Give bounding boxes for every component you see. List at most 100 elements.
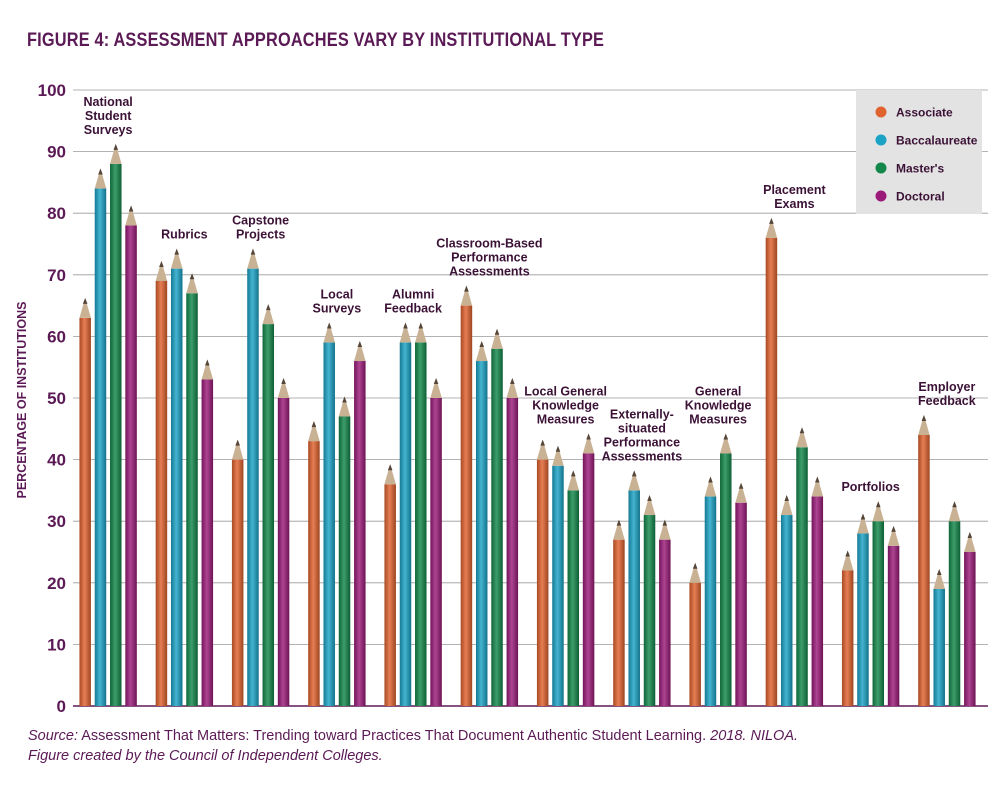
y-tick-label: 60 bbox=[47, 327, 66, 346]
category-label: Feedback bbox=[918, 394, 976, 408]
pencil-tip bbox=[567, 470, 580, 491]
pencil-body bbox=[796, 447, 808, 706]
pencil-body bbox=[857, 533, 869, 706]
pencil-lead bbox=[647, 495, 652, 502]
bars bbox=[79, 143, 976, 707]
bar bbox=[110, 143, 122, 707]
pencil-tip bbox=[948, 501, 961, 522]
pencil-lead bbox=[784, 495, 790, 502]
pencil-tip bbox=[277, 378, 290, 398]
category-label: Surveys bbox=[84, 123, 133, 137]
pencil-tip bbox=[338, 396, 351, 417]
category-label: General bbox=[695, 384, 742, 398]
category-label: Student bbox=[85, 109, 132, 123]
bar bbox=[125, 205, 137, 706]
pencil-tip bbox=[354, 341, 366, 362]
pencil-lead bbox=[113, 143, 119, 150]
legend: Associate Baccalaureate Master's Doctoral bbox=[856, 90, 982, 214]
pencil-lead bbox=[479, 341, 485, 348]
bar bbox=[430, 378, 442, 706]
category-label: Projects bbox=[236, 228, 285, 242]
pencil-body bbox=[948, 521, 961, 706]
pencil-body bbox=[841, 570, 854, 706]
category-label: Knowledge bbox=[532, 398, 599, 412]
pencil-lead bbox=[326, 322, 332, 329]
pencil-body bbox=[643, 515, 656, 706]
bar bbox=[887, 525, 900, 706]
pencil-lead bbox=[952, 501, 957, 508]
pencil-tip bbox=[384, 464, 396, 485]
source-credit: Figure created by the Council of Indepen… bbox=[28, 748, 383, 764]
source-year: 2018. NILOA. bbox=[710, 728, 799, 744]
pencil-tip bbox=[552, 445, 564, 466]
bar bbox=[536, 439, 549, 706]
pencil-lead bbox=[159, 260, 164, 267]
pencil-body bbox=[872, 521, 885, 706]
pencil-tip bbox=[231, 439, 244, 460]
category-label: Classroom-Based bbox=[436, 237, 542, 251]
pencil-lead bbox=[418, 322, 424, 329]
pencil-body bbox=[415, 342, 427, 706]
bar bbox=[262, 304, 275, 706]
bar bbox=[613, 519, 625, 706]
pencil-lead bbox=[586, 433, 591, 440]
pencil-lead bbox=[433, 378, 439, 384]
category-label: Knowledge bbox=[685, 398, 752, 412]
pencil-tip bbox=[811, 476, 824, 497]
gridlines bbox=[73, 89, 988, 707]
pencil-body bbox=[933, 588, 945, 706]
pencil-body bbox=[170, 268, 183, 706]
pencil-lead bbox=[570, 470, 576, 477]
pencil-lead bbox=[662, 519, 668, 526]
pencil-tip bbox=[887, 525, 900, 546]
category-label: situated bbox=[618, 421, 666, 435]
pencil-body bbox=[354, 361, 366, 706]
category-label: Local General bbox=[524, 384, 607, 398]
pencil-lead bbox=[387, 464, 393, 471]
bar bbox=[689, 562, 701, 706]
bar bbox=[354, 341, 366, 706]
bar bbox=[338, 396, 351, 706]
pencil-body bbox=[536, 459, 549, 706]
legend-swatch bbox=[875, 134, 887, 146]
pencil-lead bbox=[342, 396, 347, 403]
category-label: Local bbox=[321, 288, 354, 302]
pencil-body bbox=[582, 453, 595, 706]
bar bbox=[659, 519, 671, 706]
bar bbox=[841, 550, 854, 706]
pencil-lead bbox=[815, 476, 820, 483]
pencil-lead bbox=[235, 439, 240, 446]
pencil-lead bbox=[692, 562, 698, 569]
pencil-body bbox=[110, 163, 122, 707]
pencil-body bbox=[430, 398, 442, 706]
figure-title: FIGURE 4: ASSESSMENT APPROACHES VARY BY … bbox=[27, 30, 605, 51]
bar bbox=[582, 433, 595, 706]
pencil-tip bbox=[430, 378, 442, 398]
pencil-body bbox=[964, 552, 976, 706]
pencil-tip bbox=[475, 341, 488, 362]
pencil-body bbox=[94, 188, 107, 706]
pencil-tip bbox=[415, 322, 427, 343]
bar bbox=[491, 328, 503, 706]
pencil-bar-chart: 0 10 20 30 40 50 60 70 80 90 100 PERCENTAGE OF INS… bbox=[15, 81, 988, 716]
pencil-tip bbox=[308, 421, 320, 442]
pencil-body bbox=[811, 496, 824, 706]
pencil-body bbox=[887, 545, 900, 706]
pencil-lead bbox=[464, 285, 469, 292]
pencil-lead bbox=[311, 421, 317, 428]
pencil-tip bbox=[872, 501, 885, 522]
pencil-lead bbox=[82, 297, 88, 304]
pencil-body bbox=[460, 305, 473, 706]
bar bbox=[247, 248, 259, 706]
pencil-lead bbox=[281, 378, 286, 384]
category-label: Exams bbox=[774, 197, 814, 211]
bar bbox=[857, 513, 869, 706]
pencil-body bbox=[155, 280, 168, 706]
bar bbox=[155, 260, 168, 706]
pencil-body bbox=[567, 490, 580, 706]
bar bbox=[415, 322, 427, 706]
bar bbox=[948, 501, 961, 706]
pencil-lead bbox=[510, 378, 515, 384]
source-text: Assessment That Matters: Trending toward… bbox=[81, 728, 707, 744]
pencil-tip bbox=[491, 328, 503, 349]
